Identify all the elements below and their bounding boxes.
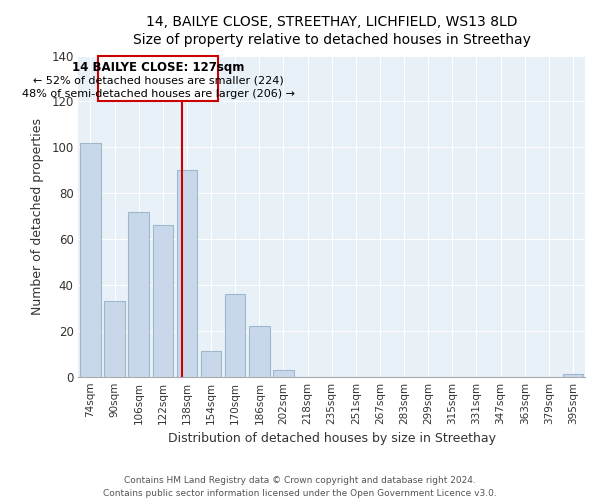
- Text: 48% of semi-detached houses are larger (206) →: 48% of semi-detached houses are larger (…: [22, 89, 295, 99]
- Text: Contains HM Land Registry data © Crown copyright and database right 2024.
Contai: Contains HM Land Registry data © Crown c…: [103, 476, 497, 498]
- Bar: [98, 56, 218, 102]
- Text: ← 52% of detached houses are smaller (224): ← 52% of detached houses are smaller (22…: [32, 75, 283, 85]
- Bar: [273, 370, 294, 376]
- Title: 14, BAILYE CLOSE, STREETHAY, LICHFIELD, WS13 8LD
Size of property relative to de: 14, BAILYE CLOSE, STREETHAY, LICHFIELD, …: [133, 15, 530, 48]
- X-axis label: Distribution of detached houses by size in Streethay: Distribution of detached houses by size …: [168, 432, 496, 445]
- Bar: [80, 142, 101, 376]
- Y-axis label: Number of detached properties: Number of detached properties: [31, 118, 44, 314]
- Bar: [225, 294, 245, 376]
- Bar: [177, 170, 197, 376]
- Text: 14 BAILYE CLOSE: 127sqm: 14 BAILYE CLOSE: 127sqm: [72, 61, 244, 74]
- Bar: [104, 301, 125, 376]
- Bar: [201, 352, 221, 376]
- Bar: [128, 212, 149, 376]
- Bar: [249, 326, 269, 376]
- Bar: [152, 226, 173, 376]
- Bar: [563, 374, 583, 376]
